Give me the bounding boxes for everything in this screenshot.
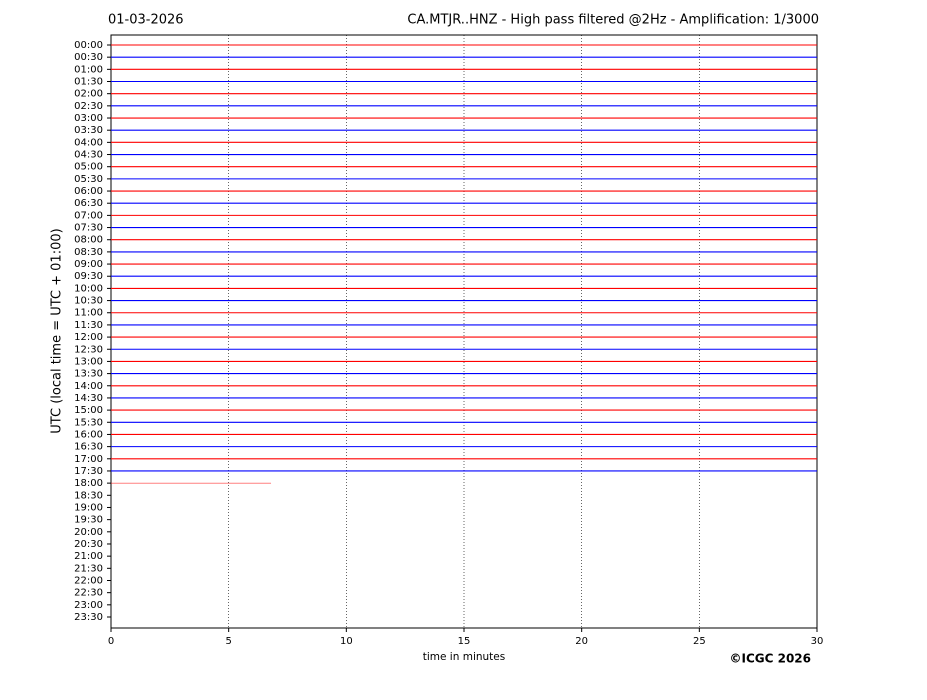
y-axis-label: UTC (local time = UTC + 01:00)	[50, 228, 65, 433]
y-tick-label: 04:30	[74, 150, 103, 161]
y-tick-label: 06:00	[74, 186, 103, 197]
date: 01-03-2026	[108, 13, 184, 28]
y-tick-label: 00:30	[74, 52, 103, 63]
x-tick-label: 25	[693, 636, 706, 647]
y-tick-label: 02:00	[74, 89, 103, 100]
y-tick-label: 07:00	[74, 210, 103, 221]
y-tick-label: 09:00	[74, 259, 103, 270]
y-tick-label: 19:00	[74, 502, 103, 513]
y-tick-label: 12:00	[74, 332, 103, 343]
credit: ©ICGC 2026	[729, 652, 811, 666]
y-tick-label: 20:30	[74, 539, 103, 550]
y-tick-label: 15:30	[74, 417, 103, 428]
y-tick-label: 14:00	[74, 381, 103, 392]
x-tick-label: 15	[458, 636, 471, 647]
x-tick-label: 5	[225, 636, 231, 647]
y-tick-label: 23:30	[74, 612, 103, 623]
x-tick-label: 0	[108, 636, 114, 647]
y-tick-label: 14:30	[74, 393, 103, 404]
y-tick-label: 01:00	[74, 64, 103, 75]
y-tick-label: 08:00	[74, 235, 103, 246]
y-tick-label: 05:00	[74, 162, 103, 173]
y-tick-label: 04:00	[74, 137, 103, 148]
x-tick-label: 20	[575, 636, 588, 647]
y-tick-label: 17:30	[74, 466, 103, 477]
y-tick-label: 03:00	[74, 113, 103, 124]
y-tick-label: 13:30	[74, 369, 103, 380]
y-tick-label: 01:30	[74, 77, 103, 88]
x-tick-label: 30	[811, 636, 824, 647]
y-tick-label: 18:00	[74, 478, 103, 489]
y-tick-label: 10:00	[74, 283, 103, 294]
y-tick-label: 21:00	[74, 551, 103, 562]
y-tick-label: 03:30	[74, 125, 103, 136]
x-tick-label: 10	[340, 636, 353, 647]
x-axis-label: time in minutes	[423, 651, 505, 663]
y-tick-label: 15:00	[74, 405, 103, 416]
y-tick-label: 06:30	[74, 198, 103, 209]
y-tick-label: 16:30	[74, 442, 103, 453]
y-tick-label: 12:30	[74, 344, 103, 355]
y-tick-label: 11:00	[74, 308, 103, 319]
y-tick-label: 22:00	[74, 575, 103, 586]
y-tick-label: 22:30	[74, 588, 103, 599]
y-tick-label: 02:30	[74, 101, 103, 112]
y-tick-label: 16:00	[74, 429, 103, 440]
y-tick-label: 18:30	[74, 490, 103, 501]
y-tick-label: 11:30	[74, 320, 103, 331]
y-tick-label: 00:00	[74, 40, 103, 51]
y-tick-label: 17:00	[74, 454, 103, 465]
y-tick-label: 21:30	[74, 563, 103, 574]
y-tick-label: 07:30	[74, 223, 103, 234]
y-tick-label: 09:30	[74, 271, 103, 282]
y-tick-label: 19:30	[74, 515, 103, 526]
chart-title: CA.MTJR..HNZ - High pass filtered @2Hz -…	[407, 13, 819, 28]
y-tick-label: 13:00	[74, 356, 103, 367]
y-tick-label: 05:30	[74, 174, 103, 185]
y-tick-label: 10:30	[74, 296, 103, 307]
y-tick-label: 08:30	[74, 247, 103, 258]
y-tick-label: 23:00	[74, 600, 103, 611]
y-tick-label: 20:00	[74, 527, 103, 538]
